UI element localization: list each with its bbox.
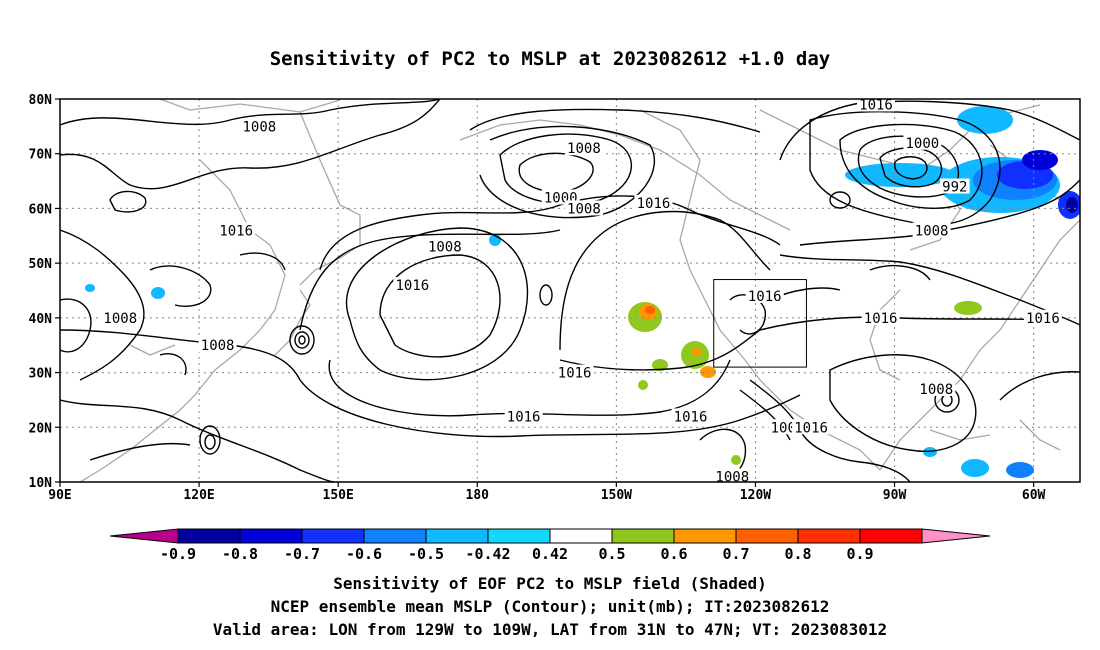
lon-tick-label: 120W [740,488,771,503]
contour-label-bg [555,364,594,380]
colorbar-label: 0.8 [784,545,811,563]
colorbar-label: -0.8 [222,545,258,563]
contour-label-bg [912,222,951,238]
contour-label-bg [940,178,970,194]
colorbar-box [487,528,551,544]
contour-label-bg [217,222,256,238]
colorbar: -0.9 -0.8 -0.7 -0.6 -0.5 -0.42 0.42 0.5 0.6 0.7 0.… [109,528,991,563]
contour-label: 1016 [396,278,430,294]
contour-label-bg [634,194,673,210]
lat-tick-label: 30N [29,367,53,382]
contour-label: 1016 [1026,311,1060,327]
lat-tick-label: 80N [29,93,53,108]
contour-label-bg [792,419,831,435]
colorbar-box [177,528,241,544]
contour-label-bg [671,408,710,424]
contour-label: 1016 [219,223,253,239]
colorbar-box [301,528,365,544]
contour-label: 1016 [794,420,828,436]
colorbar-label: 0.6 [660,545,687,563]
contour-label-bg [745,287,784,303]
colorbar-box [797,528,861,544]
colorbar-label: 0.9 [846,545,873,563]
lat-tick-label: 40N [29,312,53,327]
lat-tick-label: 20N [29,421,53,436]
colorbar-box [549,528,613,544]
contour-label: 992 [942,180,967,196]
caption-line-2: NCEP ensemble mean MSLP (Contour); unit(… [270,597,830,616]
contour-label: 1008 [428,240,462,256]
contour-label-bg [393,277,432,293]
contour-label-bg [425,238,464,254]
contour-label: 1008 [567,201,601,217]
contour-label-bg [917,380,956,396]
contour-label: 1016 [637,196,671,212]
colorbar-min-arrow [109,528,179,544]
chart-title: Sensitivity of PC2 to MSLP at 2023082612… [269,48,831,70]
contour-label-bg [564,200,603,216]
contour-label-bg [713,468,752,482]
colorbar-label: 0.7 [722,545,749,563]
contour-label: 1008 [915,223,949,239]
colorbar-label: 0.42 [532,545,568,563]
lon-tick-label: 180 [466,488,490,503]
colorbar-box [673,528,737,544]
colorbar-label: -0.9 [160,545,196,563]
lon-tick-label: 90W [883,488,907,503]
contour-label-bg [198,337,237,353]
colorbar-max-arrow [921,528,991,544]
colorbar-box [425,528,489,544]
lon-tick-label: 120E [183,488,214,503]
colorbar-label: -0.42 [465,545,510,563]
colorbar-box [735,528,799,544]
colorbar-label: -0.6 [346,545,382,563]
lat-tick-label: 10N [29,476,53,491]
caption-line-3: Valid area: LON from 129W to 109W, LAT f… [212,620,888,639]
contour-label: 1008 [243,119,277,135]
contour-label-bg [861,309,900,325]
contour-label: 100 [771,420,796,436]
contour-label: 1016 [748,289,782,305]
contour-label: 1016 [507,409,541,425]
colorbar-box [239,528,303,544]
lat-tick-label: 60N [29,202,53,217]
contour-label-bg [768,419,799,435]
contour-label: 1016 [558,366,592,382]
colorbar-label: -0.7 [284,545,320,563]
lon-tick-label: 90E [48,488,71,503]
lat-tick-label: 50N [29,257,53,272]
colorbar-box [363,528,427,544]
caption-line-1: Sensitivity of EOF PC2 to MSLP field (Sh… [333,574,767,593]
contour-label-bg [504,408,543,424]
contour-label: 1008 [715,470,749,486]
lon-tick-label: 60W [1022,488,1046,503]
contour-label-bg [903,134,942,150]
colorbar-box [611,528,675,544]
map-frame [59,98,1081,483]
lon-tick-label: 150E [323,488,354,503]
contour-label: 1000 [906,136,940,152]
contour-label: 1008 [201,338,235,354]
colorbar-label: 0.5 [598,545,625,563]
contour-label-bg [240,118,279,134]
contour-label: 1008 [103,311,137,327]
valid-area-box [713,279,807,368]
colorbar-label: -0.5 [408,545,444,563]
contour-label: 1016 [674,409,708,425]
contour-label: 1016 [859,97,893,113]
contour-label: 1016 [864,311,898,327]
contour-label: 1008 [567,141,601,157]
contour-label-bg [857,99,895,112]
lon-tick-label: 150W [601,488,632,503]
contour-label: 1008 [919,382,953,398]
lat-tick-label: 70N [29,148,53,163]
contour-label-bg [1023,309,1062,325]
colorbar-box [859,528,923,544]
contour-label-bg [101,309,140,325]
contour-label-bg [564,140,603,156]
